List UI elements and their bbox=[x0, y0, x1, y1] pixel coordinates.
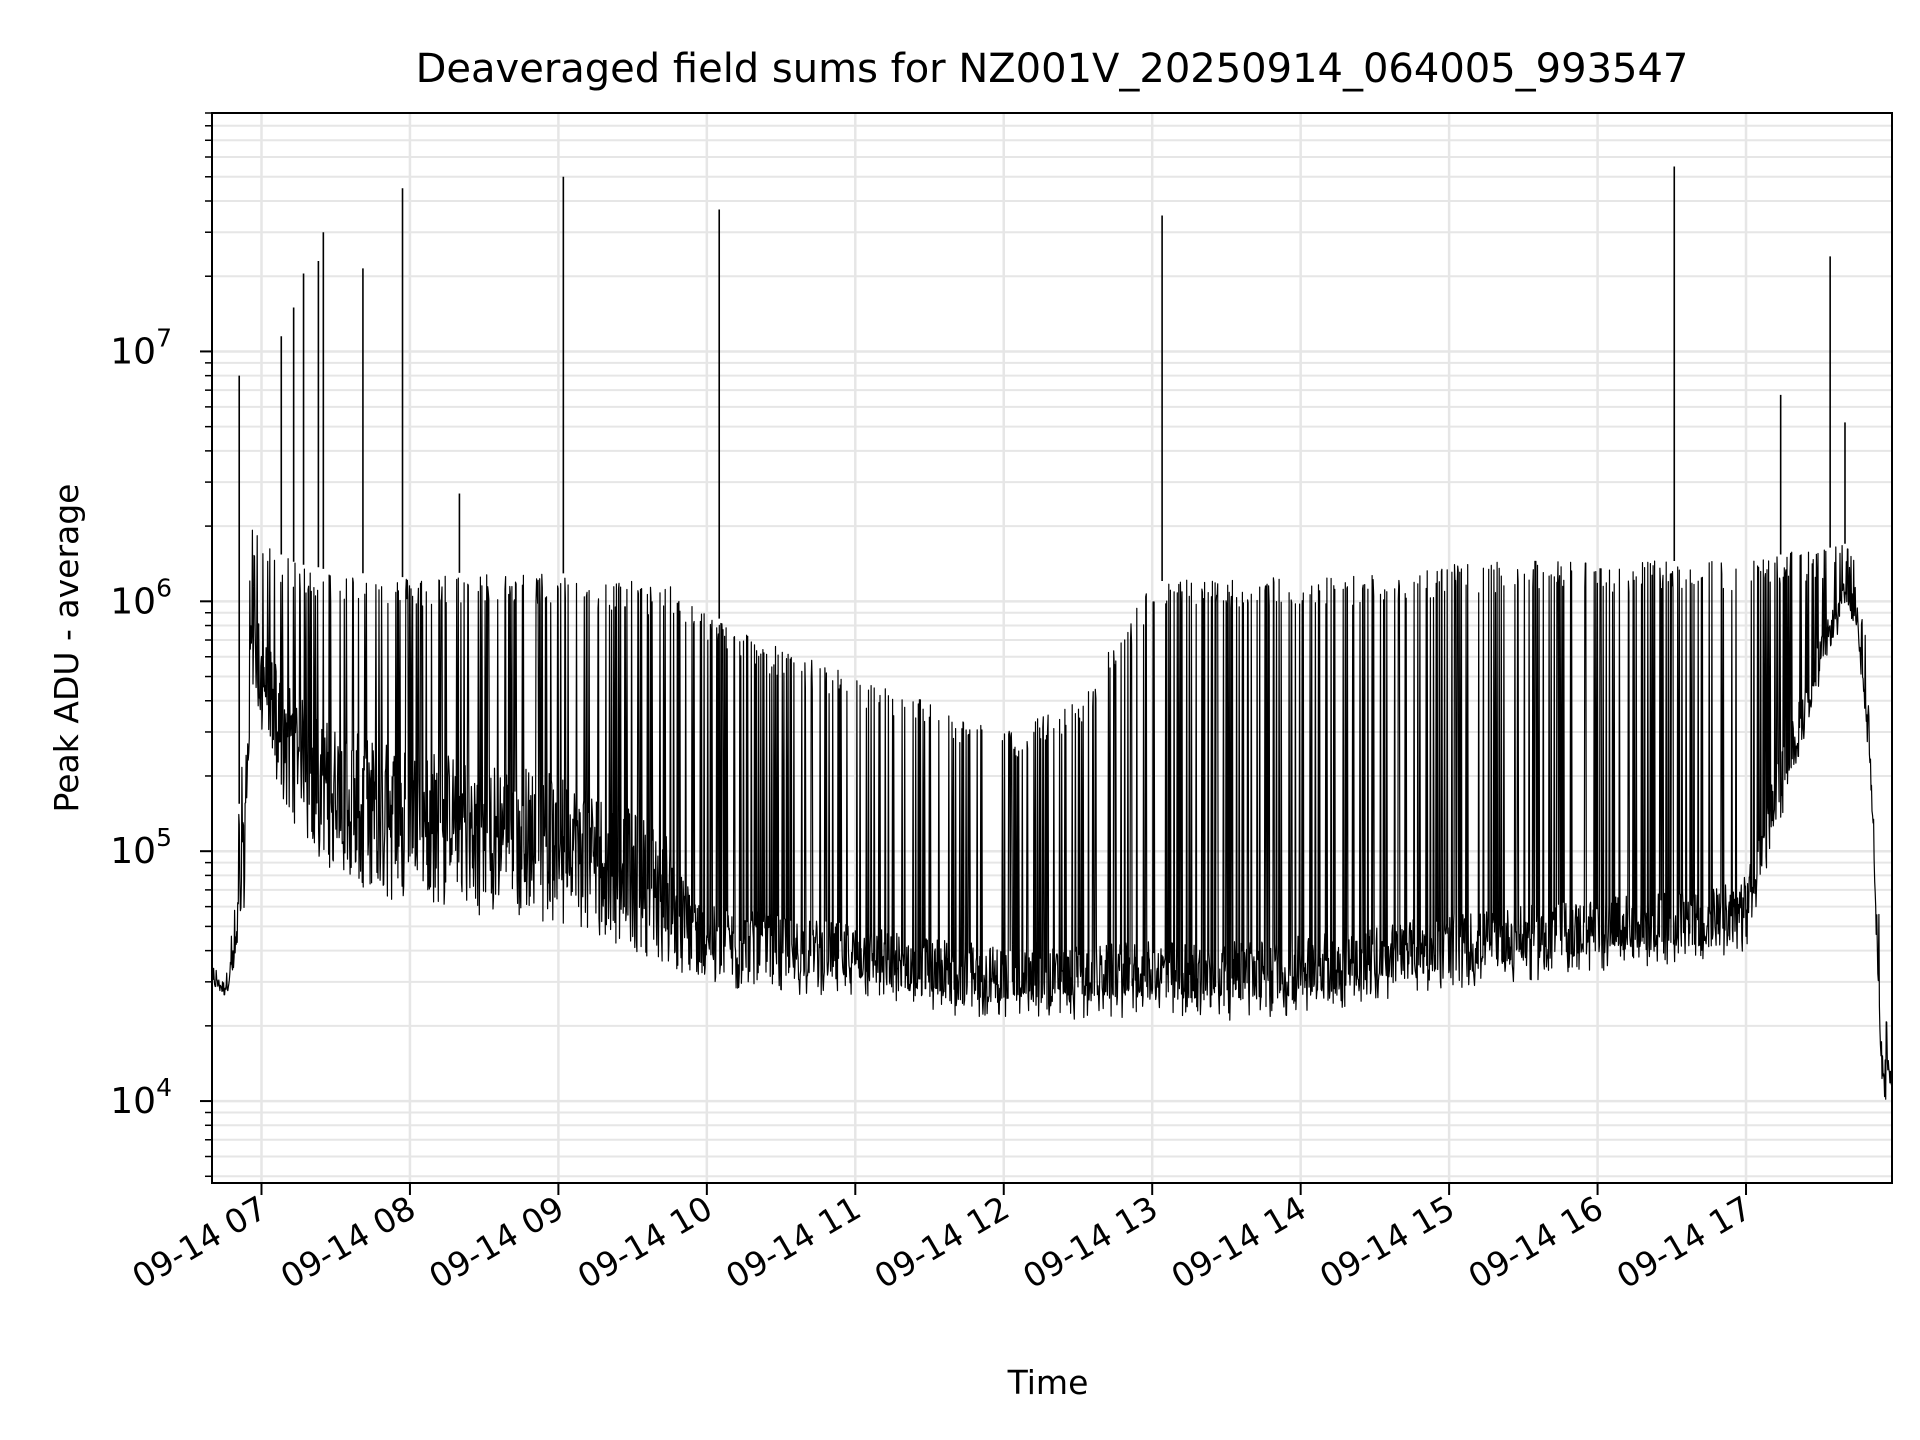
y-tick-label: 105 bbox=[110, 823, 172, 872]
y-axis-label: Peak ADU - average bbox=[47, 484, 86, 813]
y-tick-label: 107 bbox=[110, 323, 172, 372]
plot-frame bbox=[211, 112, 1893, 1184]
chart-title: Deaveraged field sums for NZ001V_2025091… bbox=[416, 46, 1689, 92]
series-layer bbox=[211, 166, 1893, 1100]
x-axis-label: Time bbox=[1007, 1363, 1089, 1402]
y-axis: 104 105 106 107 bbox=[110, 112, 212, 1178]
major-gridlines bbox=[212, 113, 1892, 1183]
y-tick-label: 104 bbox=[110, 1073, 172, 1122]
y-tick-label: 106 bbox=[110, 573, 172, 622]
series-line bbox=[211, 529, 1893, 1100]
